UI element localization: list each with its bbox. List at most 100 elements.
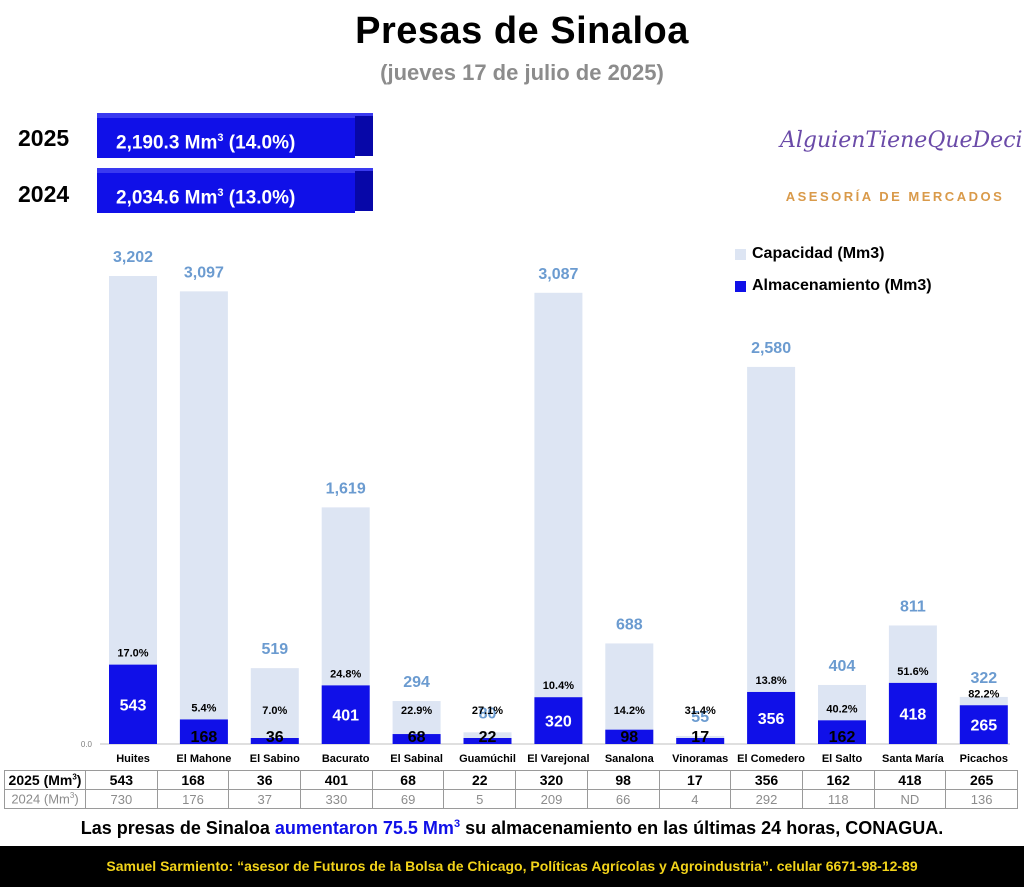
table-cell-row2025-2: 36 (228, 770, 302, 790)
table-row-2024: 2024 (Mm3) 730 176 37 330 69 5 209 66 4 292 118 ND 1… (4, 789, 1018, 809)
storage-bar-sanalona (605, 729, 654, 744)
capacity-label-guam-chil: 80 (479, 705, 497, 722)
capacity-label-el-sabino: 519 (261, 641, 288, 658)
summary-2024-unit-sup: 3 (217, 187, 224, 199)
table-cell-row2024-1: 176 (156, 789, 230, 809)
capacity-label-el-comedero: 2,580 (751, 340, 791, 357)
storage-label-guam-chil: 22 (479, 729, 497, 746)
banner-2024-side (355, 171, 373, 211)
storage-bar-huites (109, 664, 157, 744)
storage-bar-vinoramas (676, 738, 725, 744)
banner-2024-top (97, 168, 373, 174)
table-cell-row2025-3: 401 (300, 770, 373, 790)
legend-storage-label: Almacenamiento (Mm3) (752, 277, 932, 294)
percent-label-picachos: 82.2% (968, 688, 999, 700)
capacity-label-picachos: 322 (970, 670, 997, 687)
capacity-label-el-salto: 404 (829, 658, 856, 675)
capacity-label-huites: 3,202 (113, 249, 153, 266)
storage-bar-santa-mar-a (888, 682, 937, 744)
logo-tagline: ASESORÍA DE MERCADOS (785, 189, 1005, 204)
table-row-2025: 2025 (Mm3) 543 168 36 401 68 22 320 98 17 356 162 4… (4, 770, 1018, 790)
table-cell-row2024-2: 37 (228, 789, 302, 809)
storage-label-el-varejonal: 320 (545, 714, 572, 731)
table-cell-row2025-4: 68 (371, 770, 445, 790)
storage-bar-el-sabino (250, 738, 299, 744)
capacity-label-el-sabinal: 294 (403, 674, 430, 691)
storage-bar-guam-chil (463, 738, 512, 744)
table-cell-row2025-10: 162 (801, 770, 875, 790)
table-cell-row2024-11: ND (873, 789, 947, 809)
page-subtitle: (jueves 17 de julio de 2025) (380, 60, 664, 85)
footnote-before: Las presas de Sinaloa (80, 818, 275, 838)
storage-label-el-sabinal: 68 (408, 729, 426, 746)
storage-bar-bacurato (321, 685, 370, 744)
category-label-vinoramas: Vinoramas (672, 753, 728, 765)
summary-2024-value: 2,034.6 Mm (116, 187, 218, 209)
footer-name: Samuel Sarmiento: (106, 858, 234, 874)
percent-label-sanalona: 14.2% (614, 705, 645, 717)
table-cell-row2024-4: 69 (371, 789, 445, 809)
percent-label-santa-mar-a: 51.6% (897, 666, 928, 678)
storage-bar-el-sabinal (392, 734, 441, 744)
storage-label-bacurato: 401 (332, 708, 359, 725)
capacity-label-vinoramas: 55 (691, 709, 709, 726)
table-cell-row2025-8: 17 (658, 770, 732, 790)
category-label-bacurato: Bacurato (322, 753, 370, 765)
legend-capacity-label: Capacidad (Mm3) (752, 245, 885, 262)
category-label-el-mahone: El Mahone (176, 753, 231, 765)
capacity-label-sanalona: 688 (616, 616, 643, 633)
row2024-label-sup: 3 (69, 791, 75, 801)
storage-bar-el-salto (818, 720, 866, 744)
category-label-el-comedero: El Comedero (737, 753, 805, 765)
table-cell-row2025-7: 98 (586, 770, 660, 790)
category-label-picachos: Picachos (960, 753, 1008, 765)
percent-label-huites: 17.0% (117, 648, 148, 660)
footer-bar: Samuel Sarmiento: “asesor de Futuros de … (0, 846, 1024, 887)
summary-banner-2025: 2,190.3 Mm3 (14.0%) (97, 118, 355, 158)
percent-label-el-comedero: 13.8% (755, 675, 786, 687)
summary-year-2024: 2024 (18, 181, 70, 207)
table-cell-row2024-8: 4 (658, 789, 732, 809)
summary-2025-value: 2,190.3 Mm (116, 132, 218, 154)
percent-label-el-mahone: 5.4% (191, 702, 216, 714)
capacity-bar-sanalona (605, 643, 654, 744)
summary-2024-percent: (13.0%) (223, 187, 296, 209)
storage-label-huites: 543 (120, 697, 147, 714)
category-label-el-sabino: El Sabino (250, 753, 300, 765)
table-cell-row2025-6: 320 (515, 770, 588, 790)
summary-2025-percent: (14.0%) (223, 132, 296, 154)
legend-storage-swatch (735, 281, 746, 292)
storage-label-sanalona: 98 (620, 729, 638, 746)
footnote-highlight: aumentaron 75.5 Mm (274, 818, 454, 838)
percent-label-el-sabinal: 22.9% (401, 705, 432, 717)
logo-script: AlguienTieneQueDecirlo (780, 128, 1024, 153)
storage-label-el-comedero: 356 (758, 711, 785, 728)
table-cell-row2025-1: 168 (156, 770, 230, 790)
storage-bar-el-varejonal (534, 697, 583, 744)
table-cell-row2024-0: 730 (85, 789, 158, 809)
table-cell-row2024-3: 330 (300, 789, 373, 809)
summary-2025-unit-sup: 3 (217, 132, 224, 144)
table-cell-row2025-11: 418 (873, 770, 947, 790)
capacity-label-bacurato: 1,619 (326, 480, 366, 497)
summary-banner-2024: 2,034.6 Mm3 (13.0%) (97, 173, 355, 213)
table-cell-row2024-6: 209 (515, 789, 588, 809)
percent-label-el-varejonal: 10.4% (543, 680, 574, 692)
capacity-bar-el-varejonal (534, 292, 583, 744)
y-tick-label: 0.0 (81, 740, 93, 749)
category-label-sanalona: Sanalona (605, 753, 655, 765)
capacity-bar-el-comedero (747, 366, 796, 744)
storage-bar-el-comedero (747, 691, 796, 744)
storage-bar-el-mahone (179, 719, 228, 744)
table-cell-row2024-10: 118 (801, 789, 875, 809)
page-title: Presas de Sinaloa (355, 10, 689, 52)
table-cell-row2025-5: 22 (443, 770, 517, 790)
banner-2025-side (355, 116, 373, 156)
category-label-huites: Huites (116, 753, 150, 765)
row2024-label-end: ) (74, 791, 79, 807)
summary-year-2025: 2025 (18, 125, 70, 151)
category-label-el-salto: El Salto (822, 753, 863, 765)
category-label-el-varejonal: El Varejonal (527, 753, 589, 765)
table-row-label-2024: 2024 (Mm3) (4, 789, 86, 809)
category-label-el-sabinal: El Sabinal (390, 753, 443, 765)
